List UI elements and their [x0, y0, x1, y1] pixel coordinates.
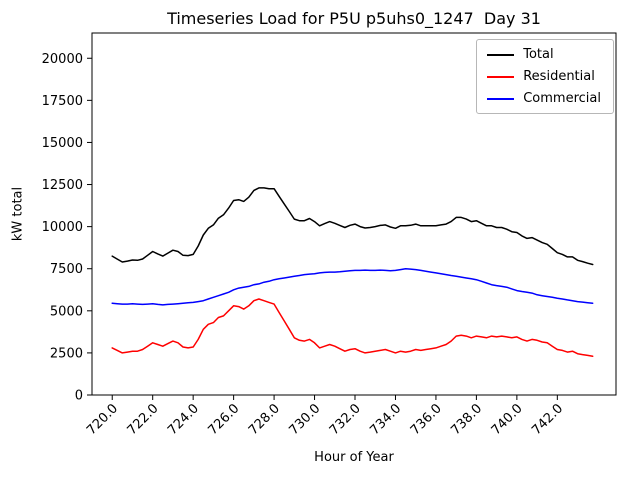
- x-tick-label: 728.0: [246, 401, 283, 438]
- series-line-total: [111, 187, 594, 266]
- y-tick-label: 0: [75, 389, 83, 404]
- y-tick-label: 12500: [42, 178, 83, 193]
- legend-item: Commercial: [487, 91, 601, 106]
- y-tick-label: 10000: [42, 220, 83, 235]
- y-tick-label: 17500: [42, 94, 83, 109]
- legend-label: Residential: [523, 69, 595, 84]
- x-tick-label: 742.0: [529, 401, 566, 438]
- x-tick-label: 720.0: [84, 401, 121, 438]
- legend-label: Total: [523, 47, 554, 62]
- series-line-commercial: [111, 267, 594, 306]
- x-tick-label: 724.0: [165, 401, 202, 438]
- x-axis-label: Hour of Year: [314, 450, 394, 465]
- legend-item: Total: [487, 47, 601, 62]
- x-tick-label: 726.0: [206, 401, 243, 438]
- legend-line-sample: [487, 97, 515, 100]
- legend-line-sample: [487, 53, 515, 56]
- legend-item: Residential: [487, 69, 601, 84]
- x-tick-label: 740.0: [489, 401, 526, 438]
- x-tick-label: 722.0: [125, 401, 162, 438]
- y-tick-label: 2500: [50, 346, 83, 361]
- x-tick-label: 732.0: [327, 401, 364, 438]
- y-tick-label: 5000: [50, 304, 83, 319]
- legend-label: Commercial: [523, 91, 601, 106]
- legend-line-sample: [487, 75, 515, 78]
- y-axis-label: kW total: [10, 186, 26, 242]
- x-tick-label: 738.0: [448, 401, 485, 438]
- x-tick-label: 736.0: [408, 401, 445, 438]
- chart-title: Timeseries Load for P5U p5uhs0_1247 Day …: [167, 9, 541, 28]
- x-tick-label: 730.0: [286, 401, 323, 438]
- legend: Total Residential Commercial: [476, 39, 614, 114]
- series-line-residential: [111, 298, 594, 358]
- y-tick-label: 20000: [42, 52, 83, 67]
- y-tick-label: 15000: [42, 136, 83, 151]
- y-tick-label: 7500: [50, 262, 83, 277]
- x-tick-label: 734.0: [367, 401, 404, 438]
